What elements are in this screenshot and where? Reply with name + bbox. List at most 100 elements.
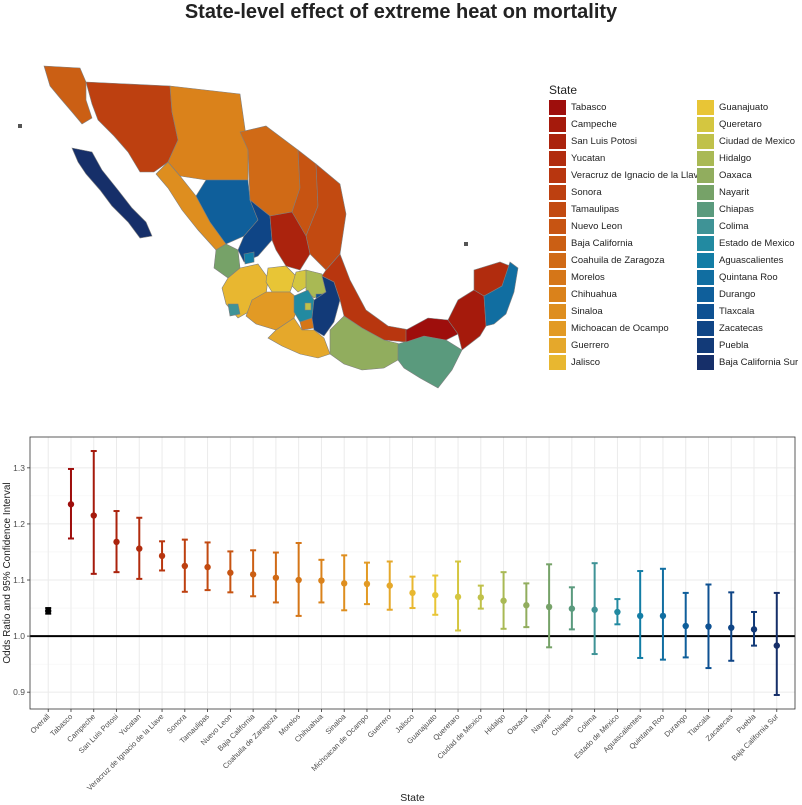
- legend-swatch: [697, 253, 714, 268]
- y-axis-title: Odds Ratio and 95% Confidence Interval: [2, 482, 13, 663]
- map-state-baja-california: [43, 65, 93, 125]
- legend-label: Nuevo Leon: [571, 221, 623, 232]
- map-state-aguascalientes: [243, 251, 255, 265]
- y-tick-label: 1.0: [13, 631, 25, 641]
- legend-label: Guerrero: [571, 340, 610, 351]
- legend-label: Tamaulipas: [571, 204, 620, 215]
- legend-swatch: [549, 117, 566, 132]
- legend-swatch: [697, 321, 714, 336]
- legend-label: Aguascalientes: [719, 255, 784, 266]
- legend-item-guerrero: Guerrero: [549, 337, 704, 354]
- legend-swatch: [549, 219, 566, 234]
- legend-item-estado-de-mexico: Estado de Mexico: [697, 235, 798, 252]
- legend-swatch: [697, 134, 714, 149]
- mexico-map: [18, 65, 519, 389]
- legend-label: Nayarit: [719, 187, 750, 198]
- legend-label: Jalisco: [571, 357, 601, 368]
- point-baja-california: [249, 571, 257, 578]
- legend-item-nayarit: Nayarit: [697, 184, 798, 201]
- legend-title: State: [549, 83, 578, 97]
- x-tick-label: Chiapas: [549, 712, 575, 738]
- x-tick-label: Hidalgo: [483, 712, 507, 736]
- point-morelos: [295, 576, 302, 584]
- legend-label: Tlaxcala: [719, 306, 755, 317]
- legend-label: Oaxaca: [719, 170, 752, 181]
- point-michoacan-de-ocampo: [363, 580, 371, 588]
- legend-swatch: [697, 270, 714, 285]
- legend-item-baja-california-sur: Baja California Sur: [697, 354, 798, 371]
- legend-label: Chihuahua: [571, 289, 617, 300]
- map-state-sonora: [85, 81, 179, 173]
- legend-swatch: [549, 287, 566, 302]
- x-tick-label: Durango: [662, 712, 689, 739]
- point-sonora: [181, 562, 189, 570]
- point-nayarit: [545, 603, 553, 611]
- map-state-chihuahua: [167, 85, 249, 181]
- legend-item-colima: Colima: [697, 218, 798, 235]
- legend-label: Morelos: [571, 272, 605, 283]
- legend-item-campeche: Campeche: [549, 116, 704, 133]
- map-state-quintana-roo: [483, 261, 519, 327]
- legend-label: Quintana Roo: [719, 272, 778, 283]
- legend-label: San Luis Potosi: [571, 136, 638, 147]
- legend-swatch: [549, 202, 566, 217]
- point-tamaulipas: [204, 563, 211, 571]
- legend-item-san-luis-potosi: San Luis Potosi: [549, 133, 704, 150]
- point-sinaloa: [340, 580, 348, 587]
- legend-swatch: [697, 117, 714, 132]
- legend-label: Colima: [719, 221, 749, 232]
- legend-swatch: [549, 100, 566, 115]
- map-state-veracruz: [321, 253, 411, 343]
- map-state-chiapas: [397, 335, 463, 389]
- legend-item-puebla: Puebla: [697, 337, 798, 354]
- legend-item-chihuahua: Chihuahua: [549, 286, 704, 303]
- point-puebla: [750, 626, 758, 633]
- point-tlaxcala: [705, 623, 712, 630]
- map-state-ciudad-de-mexico: [304, 302, 312, 311]
- point-tabasco: [67, 501, 75, 508]
- legend-label: Guanajuato: [719, 102, 769, 113]
- legend-label: Veracruz de Ignacio de la Llave: [571, 170, 704, 181]
- legend-swatch: [549, 321, 566, 336]
- legend-swatch: [697, 304, 714, 319]
- legend-label: Baja California Sur: [719, 357, 799, 368]
- legend-swatch: [697, 151, 714, 166]
- legend-swatch: [549, 185, 566, 200]
- legend-swatch: [697, 355, 714, 370]
- map-state-queretaro: [291, 269, 309, 293]
- legend-item-nuevo-leon: Nuevo Leon: [549, 218, 704, 235]
- legend-swatch: [549, 168, 566, 183]
- legend-label: Tabasco: [571, 102, 607, 113]
- legend-item-zacatecas: Zacatecas: [697, 320, 798, 337]
- legend-swatch: [549, 134, 566, 149]
- legend-item-durango: Durango: [697, 286, 798, 303]
- point-san-luis-potosi: [113, 538, 120, 546]
- point-colima: [591, 606, 598, 613]
- legend-swatch: [549, 270, 566, 285]
- legend-swatch: [697, 338, 714, 353]
- legend-item-ciudad-de-mexico: Ciudad de Mexico: [697, 133, 798, 150]
- legend-swatch: [697, 100, 714, 115]
- point-veracruz-de-ignacio-de-la-llave: [158, 552, 166, 560]
- legend-item-chiapas: Chiapas: [697, 201, 798, 218]
- point-jalisco: [409, 589, 416, 597]
- legend-column-2: Guanajuato Queretaro Ciudad de Mexico Hidal…: [697, 99, 798, 371]
- legend-item-jalisco: Jalisco: [549, 354, 704, 371]
- legend-swatch: [697, 168, 714, 183]
- legend-swatch: [697, 219, 714, 234]
- legend-item-sonora: Sonora: [549, 184, 704, 201]
- point-hidalgo: [500, 597, 507, 604]
- point-chiapas: [568, 605, 576, 612]
- legend-item-morelos: Morelos: [549, 269, 704, 286]
- point-queretaro: [454, 593, 462, 601]
- legend-swatch: [549, 355, 566, 370]
- x-axis-title: State: [400, 792, 425, 804]
- point-quintana-roo: [659, 612, 667, 620]
- legend-item-veracruz-de-ignacio-de-la-llave: Veracruz de Ignacio de la Llave: [549, 167, 704, 184]
- point-baja-california-sur: [773, 642, 780, 649]
- legend-item-tlaxcala: Tlaxcala: [697, 303, 798, 320]
- legend-label: Chiapas: [719, 204, 754, 215]
- map-state-campeche: [447, 289, 487, 351]
- y-tick-label: 1.1: [13, 575, 25, 585]
